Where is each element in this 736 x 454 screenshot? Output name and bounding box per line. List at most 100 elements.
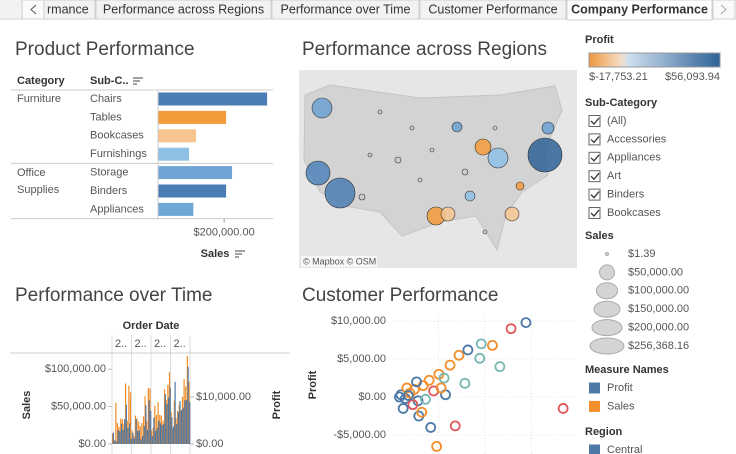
- tab[interactable]: [566, 0, 713, 21]
- tab-scroll-left[interactable]: [21, 0, 45, 20]
- legend-swatch: [589, 400, 600, 412]
- map-point: [324, 177, 356, 209]
- row-label: Tables: [90, 111, 122, 123]
- bar: [153, 417, 155, 444]
- checkbox[interactable]: [588, 115, 601, 127]
- bar: [141, 435, 144, 444]
- arrow-icon: [720, 4, 727, 15]
- tab[interactable]: [271, 0, 420, 20]
- check-icon: [590, 209, 600, 217]
- size-swatch: [595, 282, 619, 300]
- map-point: [440, 206, 456, 222]
- map-point: [409, 125, 415, 131]
- scatter-point: [425, 422, 437, 433]
- sort-icon[interactable]: [133, 77, 143, 85]
- legend-label: Sales: [607, 400, 635, 412]
- bar: [162, 420, 164, 444]
- profit-gradient: [588, 52, 721, 68]
- checkbox-label[interactable]: Art: [607, 170, 621, 182]
- legend-title: Sub-Category: [585, 97, 658, 109]
- row-label: Binders: [90, 185, 128, 197]
- scatter-point: [402, 390, 414, 401]
- legend-label: Profit: [607, 382, 633, 394]
- check-icon: [590, 191, 600, 199]
- checkbox[interactable]: [588, 151, 601, 164]
- bar: [148, 400, 150, 444]
- chart-title: Performance over Time: [15, 285, 212, 306]
- bar: [154, 405, 156, 444]
- x-header: 2..: [115, 338, 127, 350]
- legend-label: $256,368.16: [628, 340, 689, 352]
- bar: [180, 410, 182, 444]
- scatter-point: [397, 403, 409, 414]
- map-point: [474, 138, 492, 156]
- tab-label: Performance across Regions: [103, 2, 264, 16]
- bar: [172, 426, 175, 444]
- bar: [183, 378, 185, 444]
- map-title: Performance across Regions: [302, 39, 547, 60]
- bar: [159, 423, 162, 444]
- map-point: [515, 181, 525, 191]
- tab-scroll-right[interactable]: [712, 0, 736, 20]
- bar: [150, 411, 152, 444]
- bar: [156, 427, 158, 444]
- checkbox-label[interactable]: Appliances: [607, 152, 661, 164]
- scatter-point: [474, 352, 486, 364]
- bar: [160, 415, 162, 444]
- tab[interactable]: [419, 0, 567, 20]
- map-point: [487, 147, 509, 169]
- bar: [185, 386, 187, 444]
- bar: [181, 396, 184, 444]
- checkbox[interactable]: [588, 170, 601, 183]
- y2-tick-label: $0.00: [196, 438, 224, 450]
- y-axis-label: Sales: [21, 391, 33, 420]
- legend-title: Region: [585, 426, 623, 438]
- legend-label: $-17,753.21: [589, 71, 648, 83]
- chart-title: Customer Performance: [302, 285, 498, 306]
- scatter-point: [520, 317, 532, 328]
- bar: [185, 400, 188, 444]
- map-points: [305, 97, 563, 235]
- checkbox-label[interactable]: Bookcases: [607, 207, 661, 219]
- map-point: [358, 193, 366, 201]
- map-point: [311, 97, 333, 119]
- bar: [174, 381, 176, 444]
- bar: [118, 426, 120, 444]
- tab[interactable]: [95, 0, 272, 20]
- sort-icon[interactable]: [235, 250, 245, 258]
- bar: [189, 402, 191, 444]
- bar: [146, 420, 148, 444]
- checkbox-label[interactable]: Accessories: [607, 133, 667, 145]
- x-header: 2..: [135, 338, 147, 350]
- legend-swatch: [589, 382, 600, 394]
- map-point: [429, 147, 435, 153]
- column-header: Order Date: [123, 320, 180, 332]
- row-label: Appliances: [90, 203, 144, 215]
- tab[interactable]: [43, 0, 96, 20]
- bar: [123, 423, 125, 444]
- scatter-point: [494, 361, 506, 373]
- bar: [136, 418, 138, 444]
- chart-title: Product Performance: [15, 39, 195, 60]
- scatter-point: [431, 441, 443, 452]
- bar: [124, 419, 126, 444]
- checkbox[interactable]: [588, 188, 601, 201]
- bar: [186, 355, 188, 444]
- checkbox[interactable]: [588, 133, 601, 146]
- scatter-point: [435, 382, 447, 394]
- scatter-point: [416, 406, 428, 418]
- bar: [116, 423, 119, 444]
- bar: [120, 423, 123, 444]
- checkbox-label[interactable]: (All): [607, 115, 627, 127]
- map-point: [527, 137, 563, 173]
- tab-label: Company Performance: [571, 2, 708, 16]
- checkbox-label[interactable]: Binders: [607, 189, 645, 201]
- column-header: Sub-C..: [90, 75, 129, 87]
- legend-label: $50,000.00: [628, 266, 683, 278]
- bar: [138, 430, 140, 444]
- y2-tick-label: $10,000.00: [196, 391, 251, 403]
- x-header: 2..: [154, 338, 166, 350]
- checkbox[interactable]: [588, 207, 601, 219]
- legend-label: Central: [607, 444, 642, 454]
